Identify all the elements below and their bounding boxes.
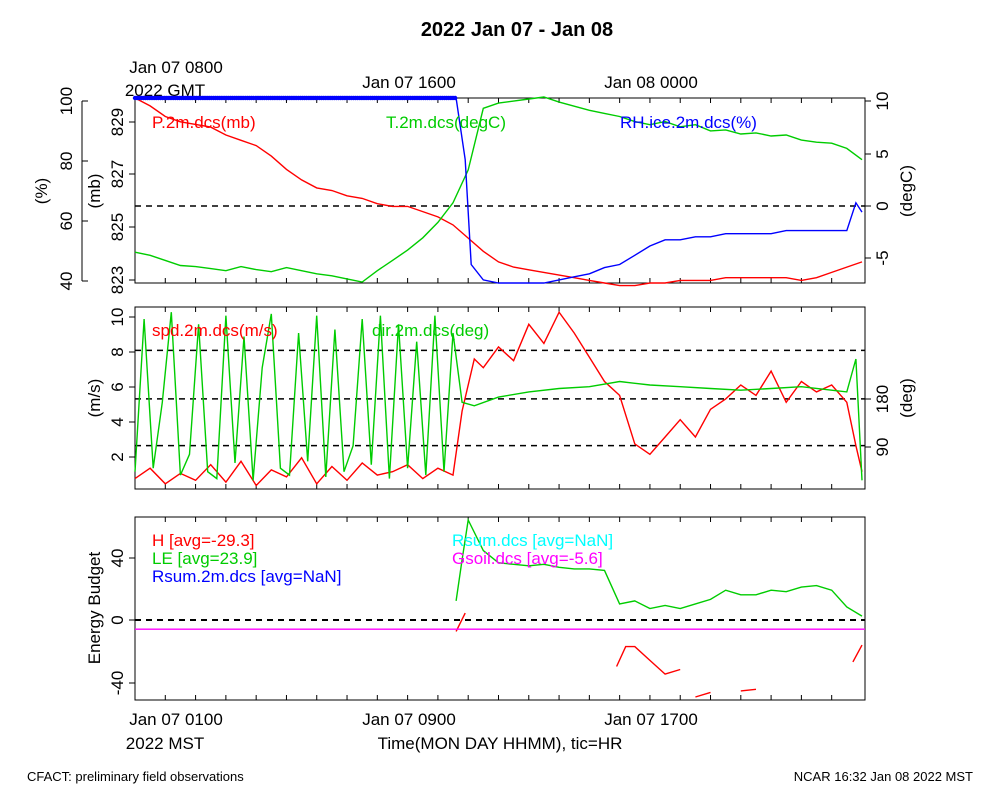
series-line-dir bbox=[134, 312, 863, 481]
speed-tick-2: 2 bbox=[108, 452, 127, 461]
dir-tick-90: 90 bbox=[873, 438, 892, 457]
speed-tick-4: 4 bbox=[108, 417, 127, 426]
series-line-h-segment bbox=[852, 644, 863, 663]
legend-H: H [avg=-29.3] bbox=[152, 531, 255, 550]
energy-tick-40: 40 bbox=[108, 549, 127, 568]
energy-tick-0: 0 bbox=[108, 615, 127, 624]
pressure-axis-label: (mb) bbox=[85, 174, 104, 209]
legend-temp: T.2m.dcs(degC) bbox=[386, 113, 506, 132]
rh-tick-60: 60 bbox=[57, 212, 76, 231]
x-axis-title: Time(MON DAY HHMM), tic=HR bbox=[378, 734, 623, 753]
footer-right: NCAR 16:32 Jan 08 2022 MST bbox=[794, 769, 973, 784]
footer-left: CFACT: preliminary field observations bbox=[27, 769, 244, 784]
top-axis-label-gmt: 2022 GMT bbox=[125, 81, 205, 100]
speed-tick-6: 6 bbox=[108, 382, 127, 391]
series-line-t-temp bbox=[134, 96, 863, 283]
speed-axis-label: (m/s) bbox=[85, 379, 104, 418]
x-axis-ticks bbox=[164, 98, 833, 700]
energy-axis-label: Energy Budget bbox=[85, 551, 104, 664]
panel-bottom-frame bbox=[134, 516, 866, 701]
rh-axis-label: (%) bbox=[32, 178, 51, 204]
temp-axis-label: (degC) bbox=[897, 165, 916, 217]
series-line-p-pressure bbox=[134, 97, 863, 287]
temp-tick-neg5: -5 bbox=[873, 250, 892, 265]
temp-tick-5: 5 bbox=[873, 149, 892, 158]
legend-Rsum-2m: Rsum.2m.dcs [avg=NaN] bbox=[152, 567, 341, 586]
dir-tick-180: 180 bbox=[873, 385, 892, 413]
rh-saturation-marker bbox=[453, 95, 458, 101]
series-line-h-segment bbox=[455, 612, 466, 632]
top-series-group bbox=[132, 95, 863, 287]
legend-rh: RH.ice.2m.dcs(%) bbox=[620, 113, 757, 132]
series-line-h-segment bbox=[740, 688, 757, 692]
temp-tick-0: 0 bbox=[873, 201, 892, 210]
pressure-tick-823: 823 bbox=[108, 266, 127, 294]
legend-speed: spd.2m.dcs(m/s) bbox=[152, 321, 278, 340]
top-axis-label-1600: Jan 07 1600 bbox=[362, 73, 456, 92]
temp-tick-10: 10 bbox=[873, 92, 892, 111]
bottom-axis-label-mst: 2022 MST bbox=[126, 734, 204, 753]
speed-tick-8: 8 bbox=[108, 347, 127, 356]
series-line-h-segment bbox=[695, 691, 711, 698]
rh-tick-80: 80 bbox=[57, 152, 76, 171]
rh-tick-100: 100 bbox=[57, 87, 76, 115]
legend-pressure: P.2m.dcs(mb) bbox=[152, 113, 256, 132]
panel-middle-frame bbox=[134, 306, 866, 490]
series-line-le bbox=[455, 517, 863, 617]
rh-tick-40: 40 bbox=[57, 272, 76, 291]
dir-axis-label: (deg) bbox=[897, 378, 916, 418]
bottom-energy-axis: 40 0 -40 Energy Budget bbox=[85, 549, 135, 696]
energy-tick-neg40: -40 bbox=[108, 671, 127, 696]
pressure-tick-825: 825 bbox=[108, 213, 127, 241]
bottom-series-group bbox=[135, 517, 865, 698]
legend-direction: dir.2m.dcs(deg) bbox=[372, 321, 489, 340]
legend-Gsoil: Gsoil.dcs [avg=-5.6] bbox=[452, 549, 603, 568]
top-temp-axis: 10 5 0 -5 (degC) bbox=[865, 92, 916, 266]
top-axis-label-0800: Jan 07 0800 bbox=[129, 58, 223, 77]
bottom-axis-label-0900: Jan 07 0900 bbox=[362, 710, 456, 729]
middle-dir-axis: 90 180 (deg) bbox=[865, 378, 916, 456]
series-line-h-segment bbox=[615, 645, 681, 675]
top-axis-label-0000: Jan 08 0000 bbox=[604, 73, 698, 92]
pressure-tick-829: 829 bbox=[108, 108, 127, 136]
series-line-spd bbox=[134, 310, 863, 487]
bottom-axis-label-0100: Jan 07 0100 bbox=[129, 710, 223, 729]
pressure-tick-827: 827 bbox=[108, 160, 127, 188]
top-pressure-axis: 829 827 825 823 (mb) bbox=[85, 108, 135, 294]
middle-reference-lines bbox=[135, 349, 865, 447]
middle-speed-axis: 2 4 6 8 10 (m/s) bbox=[85, 308, 135, 462]
speed-tick-10: 10 bbox=[108, 308, 127, 327]
top-rh-axis: 100 80 60 40 (%) bbox=[32, 87, 88, 291]
middle-series-group bbox=[134, 310, 863, 487]
bottom-axis-label-1700: Jan 07 1700 bbox=[604, 710, 698, 729]
chart-title: 2022 Jan 07 - Jan 08 bbox=[421, 19, 613, 41]
legend-Rsum-dcs: Rsum.dcs [avg=NaN] bbox=[452, 531, 613, 550]
legend-LE: LE [avg=23.9] bbox=[152, 549, 257, 568]
